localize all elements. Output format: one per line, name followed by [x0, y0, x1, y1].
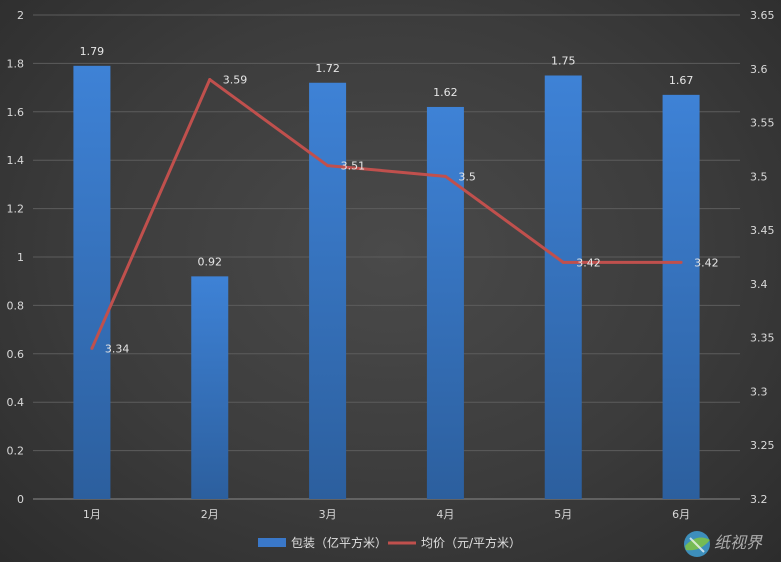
left-tick-label: 1.4: [7, 154, 25, 167]
line-data-labels: 3.34 3.59 3.51 3.5 3.42 3.42: [105, 74, 719, 356]
bar: [191, 276, 229, 499]
left-tick-label: 1.2: [7, 203, 25, 216]
line-point: [326, 164, 330, 168]
x-tick-label: 6月: [672, 508, 690, 521]
right-tick-label: 3.65: [750, 9, 775, 22]
line-data-label: 3.34: [105, 342, 129, 355]
left-tick-label: 1: [17, 251, 24, 264]
bar: [544, 75, 582, 499]
left-tick-label: 1.6: [7, 106, 25, 119]
line-series: [90, 78, 683, 350]
x-tick-label: 3月: [319, 508, 337, 521]
line-data-label: 3.5: [458, 170, 476, 183]
line-point: [561, 260, 565, 264]
line-point: [443, 174, 447, 178]
line-path: [90, 78, 682, 350]
bar: [662, 94, 700, 500]
right-tick-label: 3.4: [750, 278, 768, 291]
x-tick-label: 2月: [201, 508, 219, 521]
right-tick-label: 3.2: [750, 493, 768, 506]
legend-swatch-bar: [258, 538, 286, 547]
bar-data-label: 1.72: [315, 62, 340, 75]
bar-data-label: 1.75: [551, 55, 576, 68]
bar: [426, 106, 464, 500]
left-tick-label: 0: [17, 493, 24, 506]
watermark-text: 纸视界: [714, 533, 763, 552]
watermark: 纸视界: [684, 531, 763, 557]
bar-data-label: 1.62: [433, 86, 458, 99]
line-data-label: 3.51: [341, 160, 366, 173]
left-tick-label: 0.6: [7, 348, 25, 361]
right-tick-label: 3.25: [750, 439, 775, 452]
line-data-label: 3.42: [694, 256, 719, 269]
right-axis-ticks: 3.2 3.25 3.3 3.35 3.4 3.45 3.5 3.55 3.6 3.65: [750, 9, 775, 506]
legend: 包装（亿平方米） 均价（元/平方米）: [258, 535, 521, 550]
line-point: [208, 78, 212, 82]
bar-data-labels: 1.79 0.92 1.72 1.62 1.75 1.67: [80, 45, 694, 269]
left-tick-label: 2: [17, 9, 24, 22]
globe-logo-icon: [684, 531, 710, 557]
right-tick-label: 3.55: [750, 117, 775, 130]
left-tick-label: 0.4: [7, 396, 25, 409]
line-point: [679, 260, 683, 264]
left-tick-label: 0.2: [7, 445, 25, 458]
bar: [73, 65, 111, 499]
bar-data-label: 1.79: [80, 45, 105, 58]
bar-series: [73, 65, 700, 500]
left-tick-label: 0.8: [7, 299, 25, 312]
right-tick-label: 3.3: [750, 385, 768, 398]
right-tick-label: 3.5: [750, 170, 768, 183]
line-point: [90, 346, 94, 350]
bar-data-label: 0.92: [198, 255, 223, 268]
bar-data-label: 1.67: [669, 74, 694, 87]
gridlines: [33, 14, 740, 500]
line-data-label: 3.59: [223, 74, 248, 87]
x-tick-label: 4月: [436, 508, 454, 521]
legend-label-line: 均价（元/平方米）: [421, 535, 521, 550]
right-tick-label: 3.35: [750, 332, 775, 345]
left-axis-ticks: 0 0.2 0.4 0.6 0.8 1 1.2 1.4 1.6 1.8 2: [7, 9, 25, 506]
left-tick-label: 1.8: [7, 57, 25, 70]
x-tick-label: 5月: [554, 508, 572, 521]
legend-label-bar: 包装（亿平方米）: [291, 535, 387, 550]
right-tick-label: 3.45: [750, 224, 775, 237]
line-data-label: 3.42: [576, 256, 601, 269]
x-tick-label: 1月: [83, 508, 101, 521]
bar: [309, 82, 347, 499]
right-tick-label: 3.6: [750, 63, 768, 76]
x-axis-ticks: 1月 2月 3月 4月 5月 6月: [83, 508, 690, 521]
